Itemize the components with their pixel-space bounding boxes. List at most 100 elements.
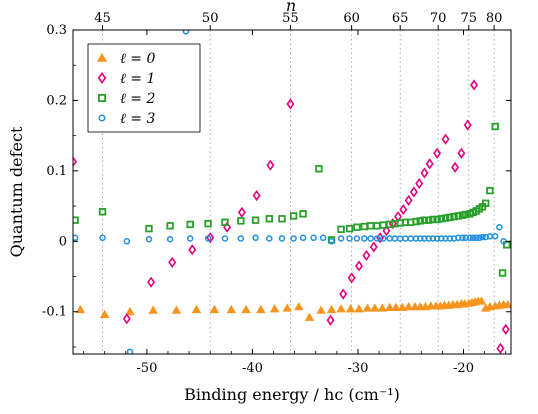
x-tick-label: -20 [453, 361, 474, 376]
data-point-series-2 [450, 212, 458, 221]
data-point-series-1 [326, 314, 335, 326]
data-point-series-1 [168, 256, 177, 269]
top-tick-label: 65 [392, 11, 409, 26]
data-point-series-3 [204, 235, 212, 242]
data-point-series-1 [501, 323, 510, 335]
data-point-series-0 [391, 302, 401, 311]
legend-label: ℓ = 1 [120, 71, 155, 87]
data-point-series-1 [237, 206, 246, 219]
data-point-series-3 [476, 234, 483, 242]
data-point-series-2 [251, 216, 260, 224]
data-point-series-2 [416, 217, 424, 225]
data-point-series-0 [377, 303, 387, 312]
data-point-series-1 [433, 147, 442, 159]
y-axis-label: Quantum defect [7, 126, 26, 257]
data-point-series-2 [73, 216, 79, 224]
data-point-series-2 [429, 215, 437, 224]
data-point-series-3 [182, 30, 190, 35]
data-point-series-1 [355, 260, 364, 272]
data-point-series-3 [367, 235, 374, 242]
data-point-series-0 [241, 304, 251, 314]
legend-label: ℓ = 2 [120, 91, 155, 107]
data-point-series-3 [353, 235, 361, 242]
data-point-series-1 [286, 98, 295, 110]
y-tick-label: 0.1 [46, 164, 67, 179]
data-point-series-2 [204, 219, 212, 228]
data-point-series-1 [404, 194, 413, 207]
data-point-series-0 [75, 304, 86, 314]
data-point-series-0 [282, 303, 292, 312]
data-point-series-2 [299, 210, 307, 218]
data-point-series-2 [186, 220, 194, 229]
data-point-series-2 [315, 165, 323, 173]
data-point-series-1 [147, 276, 156, 288]
data-point-series-3 [266, 235, 273, 242]
legend-marker [97, 72, 107, 84]
y-tick-label: 0.2 [46, 93, 67, 108]
data-point-series-0 [326, 304, 337, 314]
x-tick-label: -40 [242, 361, 263, 376]
data-point-series-3 [433, 235, 441, 242]
data-point-series-2 [461, 210, 470, 219]
top-tick-label: 75 [461, 11, 478, 26]
data-point-series-2 [481, 199, 490, 207]
legend-box [87, 43, 201, 133]
data-point-series-3 [438, 235, 445, 242]
legend-marker [98, 114, 106, 122]
data-point-series-0 [384, 302, 395, 311]
data-point-series-1 [441, 133, 450, 145]
data-point-series-2 [486, 186, 494, 195]
data-point-series-3 [416, 235, 424, 242]
data-point-series-1 [122, 313, 131, 325]
data-point-series-3 [290, 235, 297, 242]
data-point-series-3 [99, 234, 106, 242]
legend: ℓ = 0 ℓ = 1 ℓ = 2 ℓ = 3 [87, 43, 201, 133]
data-point-series-3 [73, 234, 79, 242]
data-point-series-1 [382, 225, 391, 237]
data-point-series-2 [446, 213, 454, 222]
x-tick-label: -50 [136, 361, 157, 376]
y-tick-label: 0.3 [46, 23, 67, 38]
data-point-series-3 [328, 238, 335, 245]
data-point-series-1 [188, 244, 197, 256]
data-point-series-1 [369, 241, 378, 253]
data-point-series-2 [373, 222, 381, 230]
top-tick-label: 45 [94, 11, 111, 26]
data-point-series-0 [256, 304, 266, 314]
data-point-series-2 [441, 214, 450, 222]
data-point-series-2 [360, 222, 368, 231]
data-point-series-3 [491, 233, 499, 240]
data-point-series-3 [252, 234, 259, 242]
y-tick-label: -0.1 [42, 305, 67, 320]
data-point-series-0 [304, 312, 315, 321]
data-point-series-0 [316, 305, 326, 314]
data-point-series-1 [399, 204, 408, 216]
data-point-series-2 [454, 212, 462, 220]
data-point-series-1 [496, 342, 505, 354]
data-point-series-2 [412, 217, 420, 226]
data-point-series-2 [420, 216, 429, 224]
data-point-series-0 [294, 302, 304, 311]
data-point-series-3 [346, 235, 353, 242]
data-point-series-3 [407, 235, 414, 242]
data-point-series-1 [451, 161, 460, 173]
data-point-series-2 [353, 223, 361, 231]
legend-label: ℓ = 3 [120, 111, 155, 127]
data-point-series-1 [470, 79, 479, 91]
data-point-series-1 [420, 167, 429, 179]
data-point-series-0 [99, 309, 110, 319]
data-point-series-2 [366, 222, 375, 230]
data-point-series-1 [415, 177, 424, 190]
data-point-series-0 [171, 305, 182, 314]
data-point-series-2 [278, 215, 286, 223]
data-point-series-3 [486, 233, 494, 240]
data-point-series-3 [479, 233, 486, 241]
data-point-series-2 [437, 215, 446, 223]
data-point-series-3 [186, 235, 194, 242]
data-point-series-0 [370, 303, 380, 312]
top-tick-label: 80 [486, 11, 503, 26]
data-point-series-3 [459, 234, 466, 242]
data-point-series-3 [337, 235, 345, 242]
